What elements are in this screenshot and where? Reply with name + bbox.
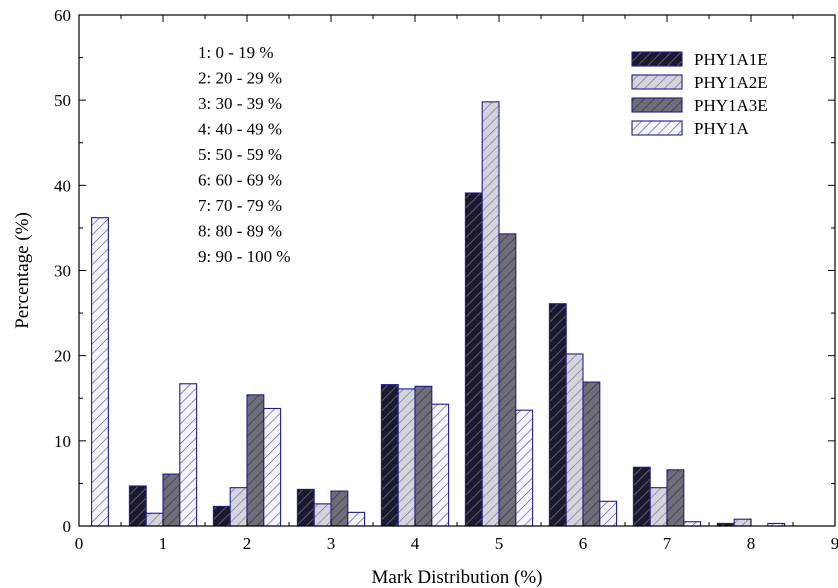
x-tick-label: 2 — [243, 534, 252, 553]
bar-phy1a2e-2 — [229, 487, 248, 527]
bar-phy1a2e-7 — [649, 487, 668, 527]
bar-phy1a3e-2 — [246, 394, 265, 527]
bar-phy1a3e-5 — [498, 233, 517, 527]
x-tick-label: 4 — [411, 534, 420, 553]
range-key-item: 4: 40 - 49 % — [198, 120, 282, 139]
bar-phy1a1e-6 — [548, 303, 567, 527]
range-key-item: 8: 80 - 89 % — [198, 222, 282, 241]
bar-phy1a2e-6 — [565, 353, 584, 527]
bar-phy1a2e-1 — [145, 512, 164, 527]
legend-swatch-phy1a1e — [631, 51, 683, 67]
bar-phy1a2e-4 — [397, 388, 416, 527]
bar-phy1a2e-5 — [481, 101, 500, 527]
bar-phy1a-4 — [431, 403, 450, 527]
bar-phy1a-2 — [263, 407, 282, 527]
legend: PHY1A1E PHY1A2E PHY1A3E PHY1A — [631, 50, 768, 138]
range-key-item: 6: 60 - 69 % — [198, 171, 282, 190]
x-tick-label: 5 — [495, 534, 504, 553]
range-key-item: 3: 30 - 39 % — [198, 94, 282, 113]
x-tick-label: 3 — [327, 534, 336, 553]
bar-phy1a3e-4 — [414, 385, 433, 527]
y-tick-label: 20 — [54, 347, 71, 366]
y-tick-label: 40 — [54, 176, 71, 195]
y-tick-label: 0 — [63, 517, 72, 536]
bar-phy1a1e-1 — [128, 485, 147, 527]
bar-phy1a1e-3 — [296, 488, 315, 527]
bar-phy1a3e-3 — [330, 490, 349, 527]
legend-swatch-phy1a — [631, 120, 683, 136]
axes-group: 0 10 20 30 40 50 60 0 1 2 3 4 5 6 7 8 9 — [54, 6, 838, 553]
y-tick-label: 50 — [54, 91, 71, 110]
x-tick-label: 8 — [747, 534, 756, 553]
bar-phy1a-3 — [347, 511, 366, 527]
range-key-item: 7: 70 - 79 % — [198, 196, 282, 215]
bar-phy1a3e-6 — [582, 381, 601, 527]
bar-phy1a1e-2 — [212, 505, 231, 527]
bar-phy1a2e-3 — [313, 503, 332, 527]
bar-phy1a1e-7 — [632, 466, 651, 527]
legend-swatch-phy1a3e — [631, 97, 683, 113]
y-tick-label: 10 — [54, 432, 71, 451]
range-key-annotations: 1: 0 - 19 % 2: 20 - 29 % 3: 30 - 39 % 4: 40… — [198, 43, 291, 266]
y-axis-title: Percentage (%) — [12, 212, 33, 329]
x-tick-label: 9 — [831, 534, 838, 553]
legend-label-phy1a2e: PHY1A2E — [694, 73, 768, 92]
legend-swatch-phy1a2e — [631, 74, 683, 90]
x-axis-title: Mark Distribution (%) — [372, 567, 543, 588]
bar-phy1a-6 — [599, 500, 618, 527]
y-tick-label: 60 — [54, 6, 71, 25]
bar-phy1a3e-7 — [666, 469, 685, 527]
bar-phy1a-7 — [683, 521, 702, 527]
legend-label-phy1a3e: PHY1A3E — [694, 96, 768, 115]
bar-phy1a1e-5 — [464, 192, 483, 527]
x-tick-label: 0 — [75, 534, 84, 553]
range-key-item: 1: 0 - 19 % — [198, 43, 274, 62]
legend-label-phy1a1e: PHY1A1E — [694, 50, 768, 69]
range-key-item: 5: 50 - 59 % — [198, 145, 282, 164]
bar-phy1a-extra — [91, 217, 109, 527]
x-tick-label: 1 — [159, 534, 168, 553]
y-tick-label: 30 — [54, 262, 71, 281]
bar-phy1a2e-8 — [733, 518, 752, 527]
bar-phy1a3e-1 — [162, 473, 181, 527]
bar-phy1a1e-4 — [380, 384, 399, 527]
bar-phy1a-5 — [515, 409, 534, 527]
x-tick-label: 6 — [579, 534, 588, 553]
legend-label-phy1a: PHY1A — [694, 119, 750, 138]
range-key-item: 2: 20 - 29 % — [198, 69, 282, 88]
bars-group — [91, 101, 786, 527]
range-key-item: 9: 90 - 100 % — [198, 247, 291, 266]
bar-phy1a-1 — [179, 383, 198, 527]
x-tick-label: 7 — [663, 534, 672, 553]
